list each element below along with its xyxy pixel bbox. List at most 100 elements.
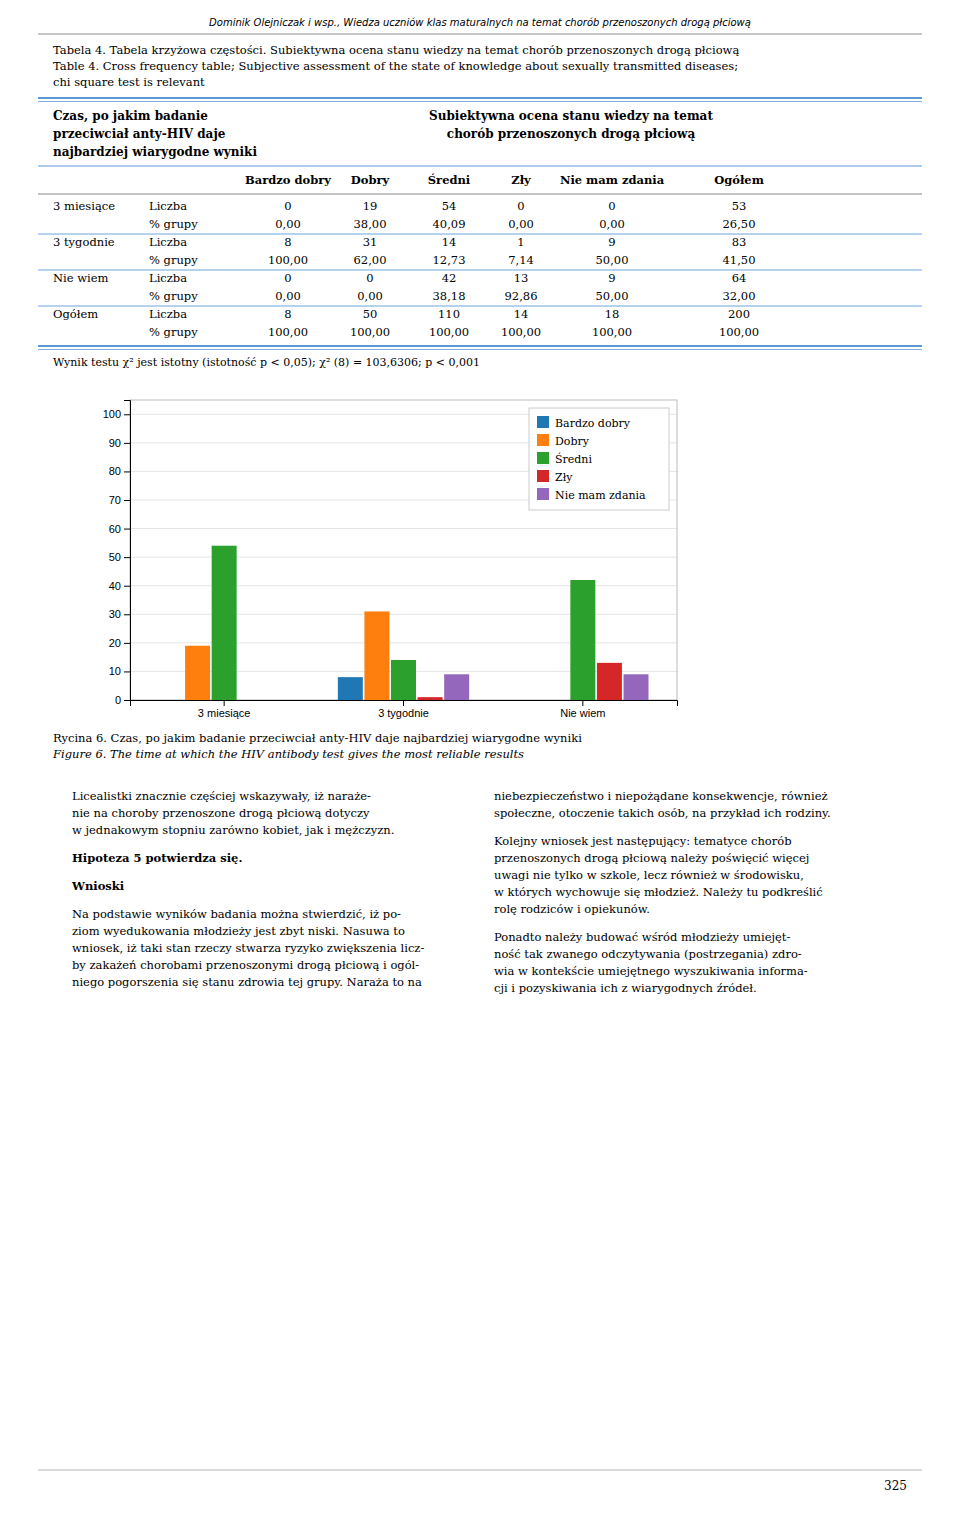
table-subheader-rule bbox=[38, 166, 922, 167]
table-cell: 0 bbox=[284, 271, 291, 285]
y-tick-mark bbox=[124, 471, 130, 472]
bar bbox=[391, 660, 416, 700]
table-note: Wynik testu χ² jest istotny (istotność p… bbox=[53, 356, 480, 369]
bar bbox=[238, 700, 263, 701]
table-cell: 50,00 bbox=[596, 253, 629, 267]
table-cell: 18 bbox=[605, 307, 620, 321]
table-cell: 0,00 bbox=[599, 217, 625, 231]
table-cell: 100,00 bbox=[350, 325, 390, 339]
body-text: przenoszonych drogą płciową należy poświ… bbox=[494, 851, 809, 865]
table-cell: 100,00 bbox=[719, 325, 759, 339]
table-cell: 200 bbox=[728, 307, 750, 321]
x-tick: Nie wiem bbox=[560, 700, 605, 719]
y-tick-mark bbox=[124, 414, 130, 415]
footer-rule bbox=[38, 1470, 922, 1471]
y-tick-label: 100 bbox=[103, 408, 121, 420]
table-cell: 14 bbox=[442, 235, 457, 249]
table-cell: 83 bbox=[732, 235, 747, 249]
y-tick-mark bbox=[124, 529, 130, 530]
y-tick-label: 60 bbox=[109, 523, 121, 535]
y-tick: 20 bbox=[109, 637, 130, 649]
table-cell: 0 bbox=[608, 199, 615, 213]
legend-box bbox=[529, 408, 669, 510]
table-row-label: % grupy bbox=[149, 253, 198, 267]
page-number: 325 bbox=[884, 1479, 907, 1493]
table-cell: 0,00 bbox=[357, 289, 383, 303]
legend-item: Średni bbox=[537, 452, 592, 466]
y-tick-mark bbox=[124, 643, 130, 644]
legend-swatch bbox=[537, 452, 549, 464]
y-tick-label: 90 bbox=[109, 437, 121, 449]
legend: Bardzo dobryDobryŚredniZłyNie mam zdania bbox=[529, 408, 669, 510]
y-tick-mark bbox=[124, 586, 130, 587]
body-text: uwagi nie tylko w szkole, lecz również w… bbox=[494, 868, 804, 882]
table-cell: 41,50 bbox=[723, 253, 756, 267]
table-cell: 100,00 bbox=[592, 325, 632, 339]
table-row-label: Liczba bbox=[149, 199, 187, 213]
bar bbox=[517, 700, 542, 701]
y-tick: 100 bbox=[103, 408, 130, 420]
table-column-header: Bardzo dobry bbox=[245, 173, 331, 187]
table-group-label: Nie wiem bbox=[53, 271, 109, 285]
bars bbox=[185, 546, 648, 700]
table-cell: 13 bbox=[514, 271, 529, 285]
y-tick: 50 bbox=[109, 551, 130, 563]
table-top-rule bbox=[38, 101, 922, 102]
x-tick-label: Nie wiem bbox=[560, 707, 605, 719]
table-cell: 54 bbox=[442, 199, 457, 213]
table-row-header: Czas, po jakim badanie bbox=[53, 109, 208, 123]
x-tick-mark bbox=[403, 700, 404, 706]
legend-item: Zły bbox=[537, 470, 573, 484]
body-text: rolę rodziców i opiekunów. bbox=[494, 902, 650, 916]
legend-swatch bbox=[537, 470, 549, 482]
body-text: społeczne, otoczenie takich osób, na prz… bbox=[494, 806, 831, 820]
legend-label: Średni bbox=[555, 452, 592, 466]
y-tick: 0 bbox=[115, 694, 130, 706]
legend-swatch bbox=[537, 488, 549, 500]
table-cell: 12,73 bbox=[433, 253, 466, 267]
table-cell: 32,00 bbox=[723, 289, 756, 303]
body-text: w których wychowuje się młodzież. Należy… bbox=[494, 885, 823, 899]
table-column-header: Ogółem bbox=[714, 173, 764, 187]
x-tick-label: 3 tygodnie bbox=[378, 707, 429, 719]
x-tick: 3 tygodnie bbox=[378, 700, 429, 719]
bar bbox=[212, 546, 237, 700]
bar bbox=[570, 580, 595, 700]
running-header: Dominik Olejniczak i wsp., Wiedza ucznió… bbox=[209, 17, 751, 28]
y-tick-mark bbox=[124, 443, 130, 444]
y-tick-mark bbox=[124, 557, 130, 558]
x-axis: 3 miesiące3 tygodnieNie wiem bbox=[131, 700, 678, 719]
table-group-label: 3 miesiące bbox=[53, 199, 115, 213]
table-bottom-rule bbox=[38, 345, 922, 347]
table-cell: 0,00 bbox=[275, 217, 301, 231]
table-cell: 53 bbox=[732, 199, 747, 213]
table-cell: 38,00 bbox=[354, 217, 387, 231]
y-tick: 10 bbox=[109, 665, 130, 677]
y-tick: 60 bbox=[109, 523, 130, 535]
table-column-header: Zły bbox=[511, 173, 531, 187]
table-row-label: % grupy bbox=[149, 289, 198, 303]
figure-caption-en: Figure 6. The time at which the HIV anti… bbox=[52, 747, 524, 761]
table-cell: 31 bbox=[363, 235, 378, 249]
legend-item: Bardzo dobry bbox=[537, 416, 631, 430]
bar bbox=[544, 700, 569, 701]
table-row-label: % grupy bbox=[149, 325, 198, 339]
x-tick-mark bbox=[582, 700, 583, 706]
table-cell: 19 bbox=[363, 199, 378, 213]
y-tick: 40 bbox=[109, 580, 130, 592]
legend-item: Nie mam zdania bbox=[537, 488, 646, 502]
x-tick-mark bbox=[224, 700, 225, 706]
table-cell: 40,09 bbox=[433, 217, 466, 231]
table-cell: 14 bbox=[514, 307, 529, 321]
table-cell: 26,50 bbox=[723, 217, 756, 231]
bar-series bbox=[418, 663, 622, 700]
legend-label: Zły bbox=[555, 471, 573, 484]
y-tick-label: 30 bbox=[109, 608, 121, 620]
page: Dominik Olejniczak i wsp., Wiedza ucznió… bbox=[0, 0, 960, 1532]
table-row-label: Liczba bbox=[149, 307, 187, 321]
y-tick-label: 80 bbox=[109, 465, 121, 477]
y-axis-line bbox=[124, 401, 131, 701]
y-tick-label: 20 bbox=[109, 637, 121, 649]
table-title: Table 4. Cross frequency table; Subjecti… bbox=[53, 59, 738, 73]
y-tick-mark bbox=[124, 700, 130, 701]
